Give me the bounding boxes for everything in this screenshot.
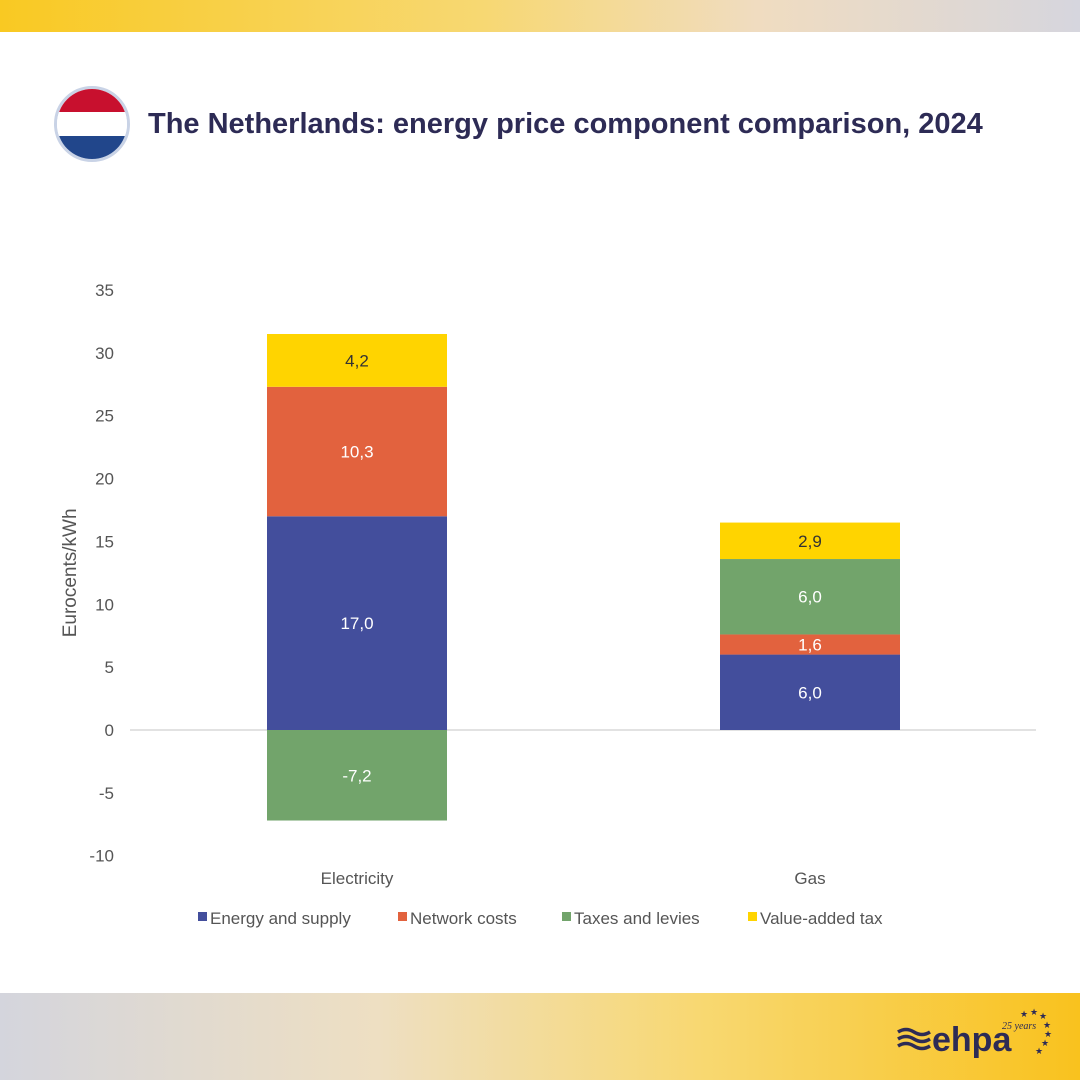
svg-text:★: ★ — [1020, 1009, 1028, 1019]
svg-text:★: ★ — [1044, 1029, 1052, 1039]
netherlands-flag-icon — [54, 86, 130, 162]
flag-stripe-white — [57, 112, 127, 136]
svg-text:★: ★ — [1030, 1007, 1038, 1017]
svg-text:★: ★ — [1041, 1038, 1049, 1048]
top-decorative-band — [0, 0, 1080, 32]
bar-segment — [720, 634, 900, 655]
page-title: The Netherlands: energy price component … — [148, 108, 983, 140]
y-tick-label: 5 — [105, 658, 114, 677]
y-tick-label: -5 — [99, 784, 114, 803]
x-tick-label: Gas — [794, 869, 825, 888]
data-label: 17,0 — [340, 614, 373, 633]
data-label: 2,9 — [798, 532, 822, 551]
y-tick-label: 15 — [95, 532, 114, 551]
bar-segment — [267, 730, 447, 821]
bar-segment — [720, 559, 900, 635]
legend-entry: Network costs — [410, 909, 517, 928]
bar-segment — [720, 522, 900, 560]
svg-text:25 years: 25 years — [1002, 1021, 1036, 1032]
svg-text:ehpa: ehpa — [932, 1021, 1012, 1059]
data-label: 6,0 — [798, 588, 822, 607]
y-tick-label: 0 — [105, 721, 114, 740]
svg-text:★: ★ — [1035, 1046, 1043, 1056]
bar-segment — [720, 654, 900, 730]
data-label: -7,2 — [342, 766, 371, 785]
x-tick-label: Electricity — [321, 869, 394, 888]
data-label: 10,3 — [340, 443, 373, 462]
y-tick-label: 10 — [95, 595, 114, 614]
svg-text:★: ★ — [1043, 1020, 1051, 1030]
bar-segment — [267, 386, 447, 517]
legend-swatch — [198, 912, 207, 921]
flag-stripe-red — [57, 89, 127, 113]
bar-segment — [267, 516, 447, 730]
y-axis-label: Eurocents/kWh — [60, 508, 81, 637]
legend-entry: Value-added tax — [760, 909, 883, 928]
y-tick-label: 35 — [95, 281, 114, 300]
data-label: 1,6 — [798, 636, 822, 655]
legend-swatch — [398, 912, 407, 921]
stacked-bar-chart: -10 -5 0 5 10 15 20 25 30 35 Eurocents/kWh 17,0 10,3… — [60, 281, 1036, 928]
legend-entry: Taxes and levies — [574, 909, 700, 928]
y-tick-label: -10 — [89, 847, 114, 866]
y-tick-label: 30 — [95, 344, 114, 363]
data-label: 4,2 — [345, 351, 369, 370]
y-tick-label: 20 — [95, 470, 114, 489]
data-label: 6,0 — [798, 683, 822, 702]
bar-segment — [267, 334, 447, 387]
legend-swatch — [748, 912, 757, 921]
svg-text:★: ★ — [1039, 1011, 1047, 1021]
flag-stripe-blue — [57, 135, 127, 159]
legend-swatch — [562, 912, 571, 921]
legend-entry: Energy and supply — [210, 909, 351, 928]
ehpa-logo: ehpa 25 years ★ ★ ★★★★★ — [897, 1007, 1052, 1059]
y-tick-label: 25 — [95, 407, 114, 426]
